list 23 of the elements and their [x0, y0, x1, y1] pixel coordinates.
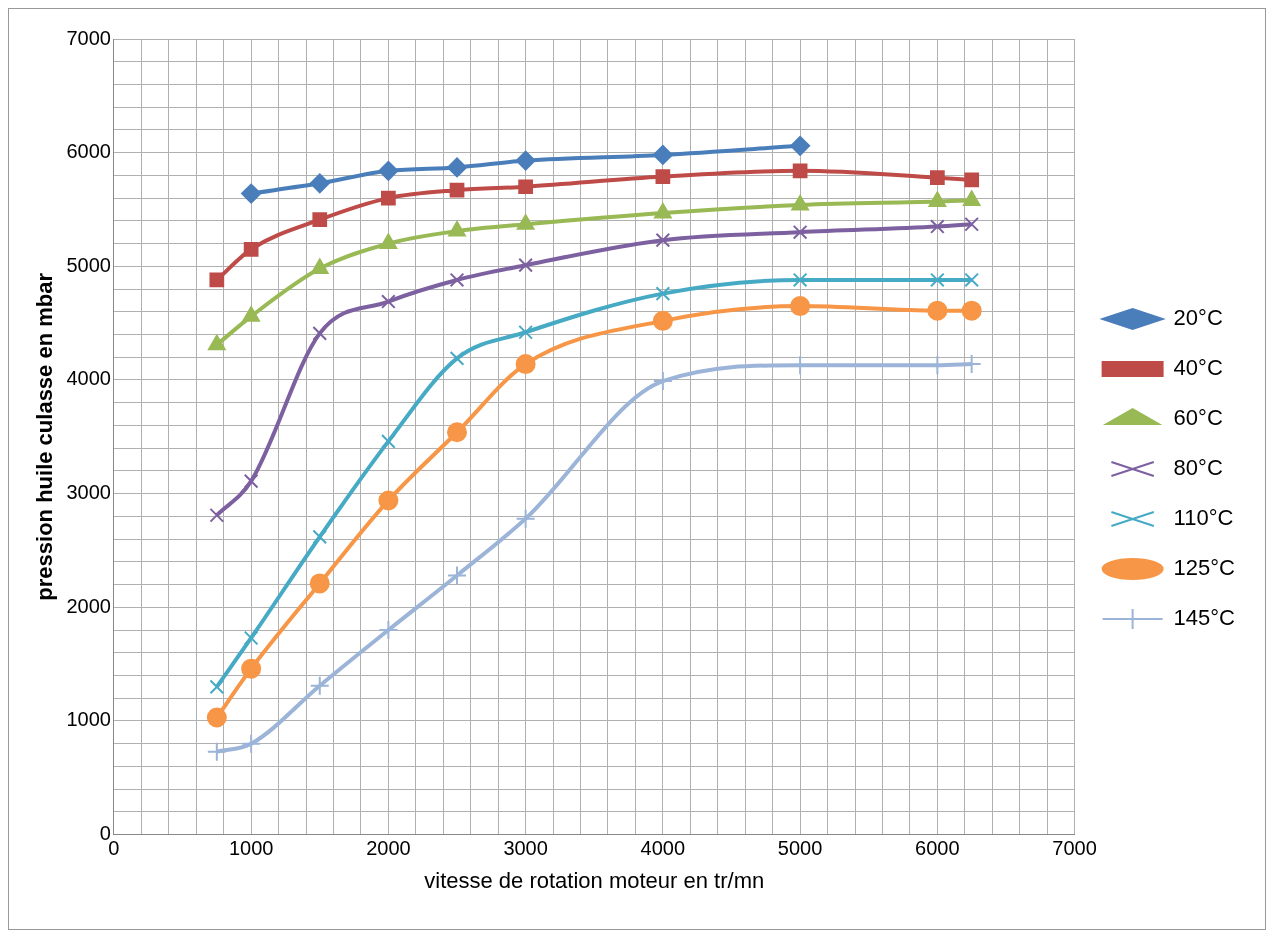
y-tick-label: 6000: [66, 140, 111, 163]
x-axis-title: vitesse de rotation moteur en tr/mn: [424, 867, 765, 893]
x-tick-label: 4000: [640, 837, 686, 860]
legend-label: 40°C: [1173, 355, 1223, 381]
y-tick-label: 7000: [66, 26, 111, 49]
legend-label: 60°C: [1173, 405, 1223, 431]
x-tick-label: 6000: [915, 837, 960, 860]
legend-label: 80°C: [1173, 455, 1223, 481]
legend-label: 125°C: [1173, 555, 1236, 581]
y-axis-title: pression huile culasse en mbar: [32, 272, 58, 601]
x-tick-label: 5000: [777, 837, 823, 860]
y-tick-label: 2000: [66, 594, 111, 617]
legend-label: 145°C: [1173, 605, 1236, 631]
y-tick-label: 4000: [66, 367, 111, 390]
legend-label: 110°C: [1173, 505, 1234, 531]
x-tick-label: 7000: [1052, 837, 1097, 860]
x-tick-label: 1000: [228, 837, 274, 860]
y-tick-label: 1000: [66, 708, 111, 731]
legend-label: 20°C: [1173, 305, 1223, 331]
y-tick-label: 5000: [66, 253, 111, 276]
x-tick-label: 2000: [366, 837, 411, 860]
y-tick-label: 3000: [66, 481, 111, 504]
x-tick-label: 3000: [503, 837, 548, 860]
